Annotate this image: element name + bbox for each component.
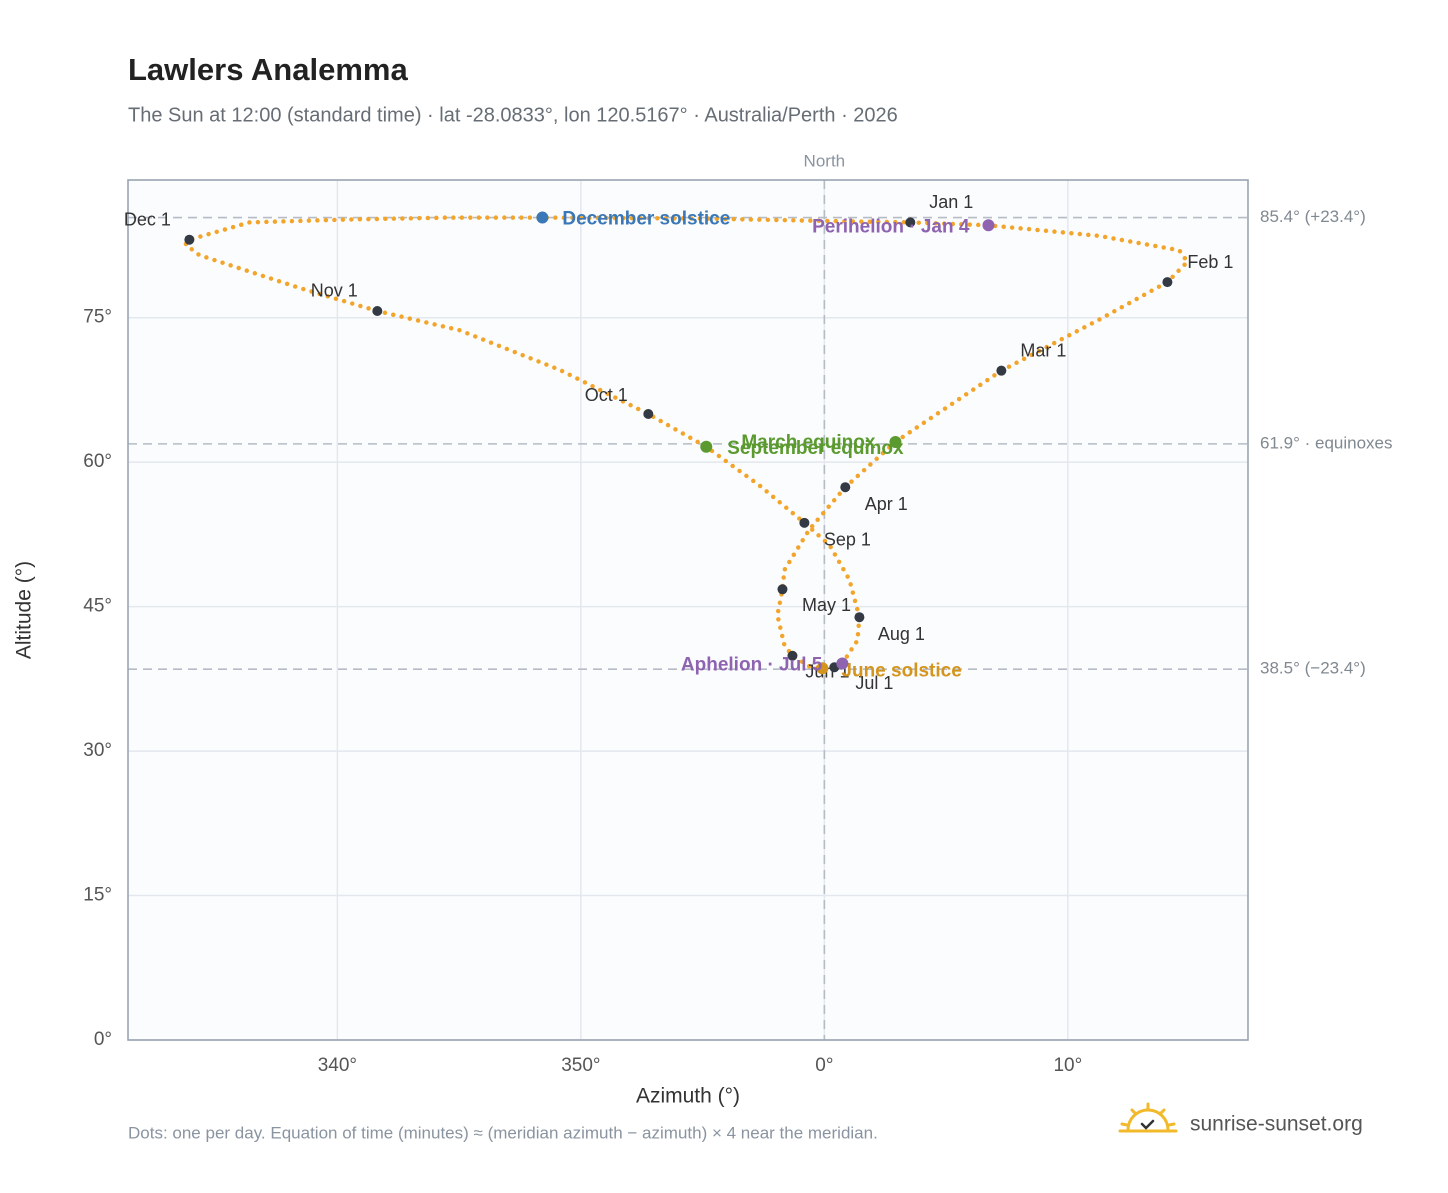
- event-marker: [700, 440, 713, 453]
- plot-frame: [127, 179, 1249, 1041]
- month-label: Sep 1: [824, 530, 871, 550]
- chart-subtitle: The Sun at 12:00 (standard time) · lat -…: [128, 104, 898, 126]
- month-marker: [799, 517, 810, 528]
- month-label: Feb 1: [1187, 252, 1233, 272]
- month-marker: [643, 409, 654, 420]
- month-label: Apr 1: [865, 494, 908, 514]
- month-marker: [905, 217, 916, 228]
- month-label: Jan 1: [929, 192, 973, 212]
- y-axis-title: Altitude (°): [13, 561, 36, 659]
- month-label: Jul 1: [855, 673, 893, 693]
- reference-label: 85.4° (+23.4°): [1260, 207, 1366, 226]
- event-label: Perihelion · Jan 4: [812, 216, 970, 237]
- y-tick-label: 75°: [83, 307, 112, 328]
- event-marker: [836, 657, 849, 670]
- month-marker: [787, 650, 798, 661]
- month-marker: [854, 612, 865, 623]
- month-marker: [840, 482, 851, 493]
- sun-ray: [1120, 1122, 1129, 1127]
- month-marker: [372, 305, 383, 316]
- month-label: Dec 1: [124, 209, 171, 229]
- reference-label: 38.5° (−23.4°): [1260, 659, 1366, 678]
- check: [1140, 1119, 1155, 1130]
- month-marker: [1162, 277, 1173, 288]
- sun-ray: [1167, 1122, 1176, 1127]
- month-marker: [184, 234, 195, 245]
- footnote: Dots: one per day. Equation of time (min…: [128, 1123, 878, 1142]
- y-tick-label: 0°: [94, 1029, 112, 1050]
- x-tick-label: 340°: [318, 1055, 357, 1076]
- brand: sunrise-sunset.org: [1190, 1113, 1363, 1136]
- y-tick-label: 30°: [83, 740, 112, 761]
- daily-dots: [183, 215, 1190, 671]
- month-label: Mar 1: [1020, 340, 1066, 360]
- event-marker: [536, 211, 549, 224]
- x-axis-title: Azimuth (°): [636, 1085, 740, 1108]
- month-marker: [777, 584, 788, 595]
- sun-ray: [1130, 1108, 1138, 1116]
- event-marker: [816, 662, 829, 675]
- month-label: Aug 1: [878, 624, 925, 644]
- month-label: Oct 1: [585, 385, 628, 405]
- y-tick-label: 45°: [83, 596, 112, 617]
- meridian-label: North: [804, 151, 846, 170]
- sun-ray: [1158, 1108, 1166, 1116]
- y-tick-label: 15°: [83, 885, 112, 906]
- x-tick-label: 10°: [1053, 1055, 1082, 1076]
- month-label: Nov 1: [311, 281, 358, 301]
- event-label: March equinox: [741, 432, 876, 453]
- month-label: May 1: [802, 595, 851, 615]
- event-label: Aphelion · Jul 5: [681, 654, 823, 675]
- reference-label: 61.9° · equinoxes: [1260, 433, 1393, 452]
- x-tick-label: 350°: [561, 1055, 600, 1076]
- event-label: December solstice: [562, 209, 730, 230]
- month-marker: [996, 365, 1007, 376]
- y-tick-label: 60°: [83, 451, 112, 472]
- event-marker: [982, 219, 995, 232]
- event-label: September equinox: [727, 438, 904, 459]
- event-marker: [889, 435, 902, 448]
- x-tick-label: 0°: [815, 1055, 833, 1076]
- brand-logo: [1118, 1102, 1178, 1133]
- event-label: June solstice: [841, 660, 961, 681]
- chart-title: Lawlers Analemma: [128, 52, 408, 87]
- plot-area: [128, 180, 1248, 1040]
